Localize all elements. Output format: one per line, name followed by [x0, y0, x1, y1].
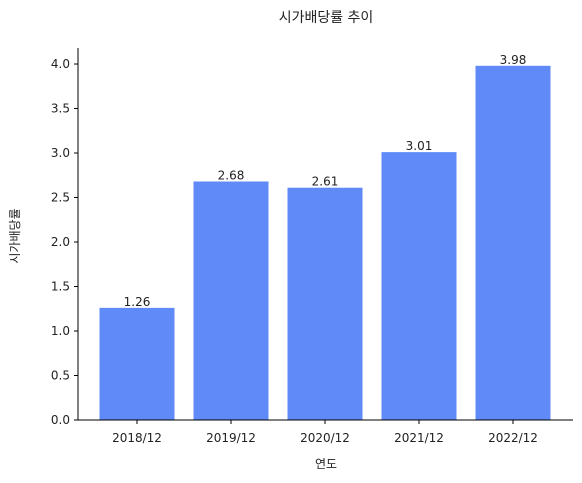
x-tick-label: 2020/12 [300, 431, 350, 445]
data-label: 2.61 [312, 175, 339, 189]
chart-title: 시가배당률 추이 [279, 10, 374, 26]
plot-area: 1.26 2.68 2.61 3.01 3.98 0.0 0.5 1.0 1.5 2.0 2.5 3.… [51, 48, 573, 445]
y-tick-label: 0.0 [51, 413, 70, 427]
y-tick-label: 2.0 [51, 235, 70, 249]
x-axis-label: 연도 [315, 457, 337, 471]
bar-2022-12 [475, 65, 551, 420]
data-label: 3.01 [406, 139, 433, 153]
x-tick-label: 2021/12 [394, 431, 444, 445]
bar-2020-12 [287, 187, 363, 420]
y-tick-label: 0.5 [51, 369, 70, 383]
x-tick-label: 2022/12 [488, 431, 538, 445]
bar-2019-12 [193, 181, 269, 420]
y-tick-label: 1.5 [51, 280, 70, 294]
y-tick-label: 1.0 [51, 324, 70, 338]
y-tick-label: 4.0 [51, 57, 70, 71]
data-label: 1.26 [124, 295, 151, 309]
y-tick-label: 2.5 [51, 191, 70, 205]
x-tick-label: 2019/12 [206, 431, 256, 445]
bar-2018-12 [99, 307, 175, 420]
bar-2021-12 [381, 152, 457, 421]
y-axis-label: 시가배당률 [8, 208, 22, 263]
data-label: 2.68 [218, 168, 245, 182]
y-tick-label: 3.5 [51, 102, 70, 116]
y-tick-label: 3.0 [51, 146, 70, 160]
data-label: 3.98 [500, 53, 527, 67]
x-tick-label: 2018/12 [112, 431, 162, 445]
